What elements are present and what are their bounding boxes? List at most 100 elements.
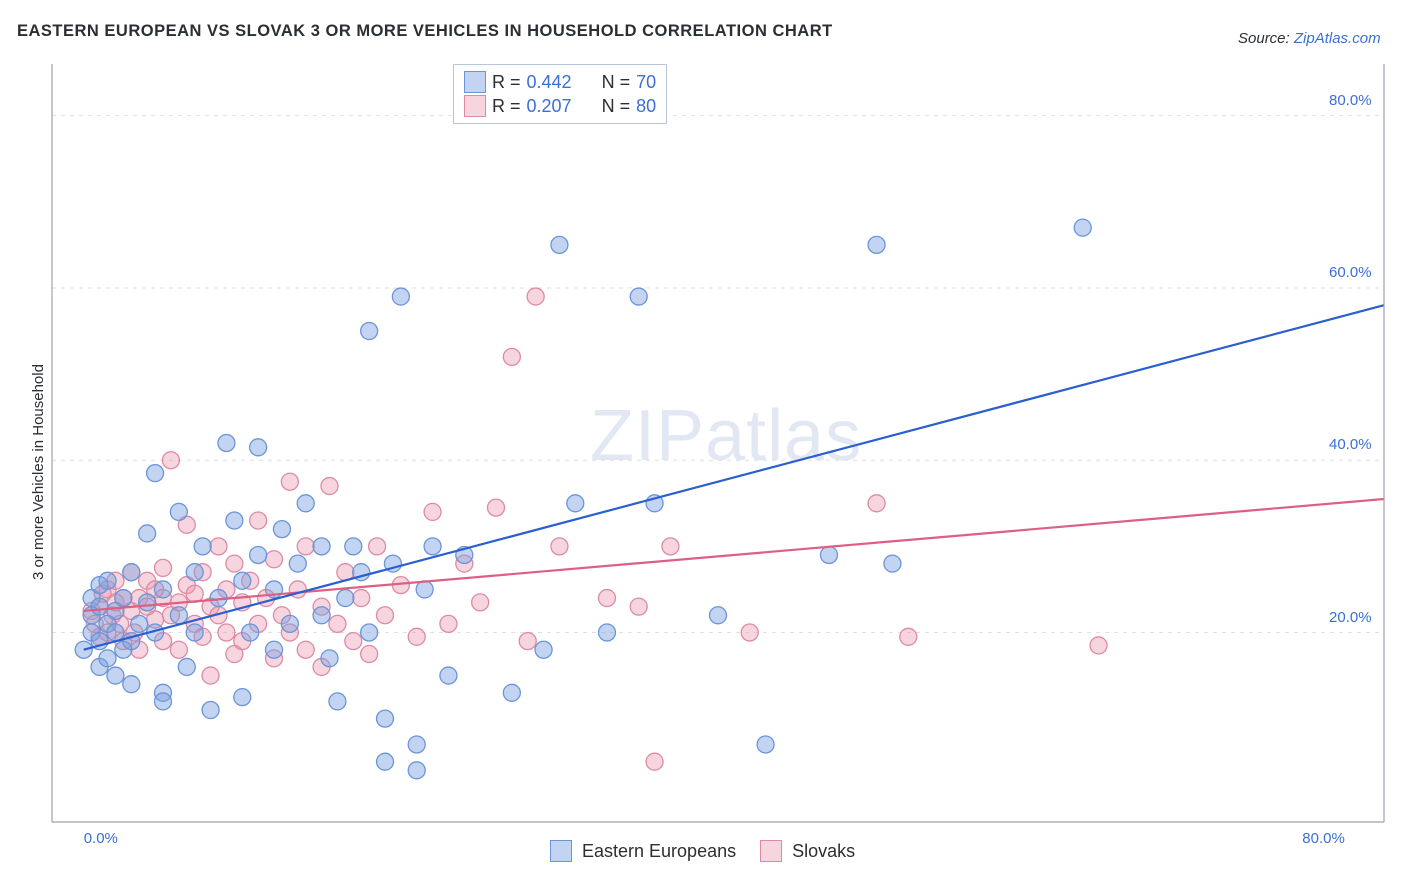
scatter-point xyxy=(488,499,505,516)
scatter-point xyxy=(900,628,917,645)
scatter-point xyxy=(408,736,425,753)
x-tick-label: 80.0% xyxy=(1302,830,1345,847)
legend-swatch-icon xyxy=(464,95,486,117)
source-link[interactable]: ZipAtlas.com xyxy=(1294,30,1381,47)
scatter-point xyxy=(226,512,243,529)
legend-stat-row: R = 0.207N = 80 xyxy=(464,95,656,117)
scatter-point xyxy=(202,667,219,684)
scatter-point xyxy=(155,581,172,598)
scatter-point xyxy=(139,594,156,611)
correlation-legend: R = 0.442 N = 70R = 0.207N = 80 xyxy=(453,64,667,124)
scatter-point xyxy=(630,288,647,305)
scatter-point xyxy=(599,590,616,607)
legend-swatch-icon xyxy=(760,840,782,862)
scatter-point xyxy=(369,538,386,555)
scatter-point xyxy=(242,624,259,641)
scatter-point xyxy=(377,753,394,770)
scatter-point xyxy=(408,762,425,779)
y-tick-label: 20.0% xyxy=(1329,609,1372,626)
scatter-point xyxy=(234,689,251,706)
legend-series-item[interactable]: Eastern Europeans xyxy=(550,840,736,862)
scatter-point xyxy=(662,538,679,555)
scatter-point xyxy=(202,702,219,719)
scatter-point xyxy=(345,538,362,555)
scatter-point xyxy=(472,594,489,611)
legend-swatch-icon xyxy=(550,840,572,862)
y-axis-label: 3 or more Vehicles in Household xyxy=(30,364,47,580)
scatter-point xyxy=(250,546,267,563)
scatter-plot xyxy=(46,58,1390,828)
scatter-point xyxy=(503,684,520,701)
scatter-point xyxy=(250,439,267,456)
scatter-point xyxy=(630,598,647,615)
legend-series-label: Eastern Europeans xyxy=(582,841,736,862)
legend-swatch-icon xyxy=(464,71,486,93)
scatter-point xyxy=(91,598,108,615)
scatter-point xyxy=(329,615,346,632)
scatter-point xyxy=(289,555,306,572)
scatter-point xyxy=(266,641,283,658)
scatter-point xyxy=(361,646,378,663)
scatter-point xyxy=(170,607,187,624)
legend-series-item[interactable]: Slovaks xyxy=(760,840,855,862)
legend-R-label: R = xyxy=(492,72,521,93)
scatter-point xyxy=(416,581,433,598)
scatter-point xyxy=(99,650,116,667)
legend-R-value: 0.207 xyxy=(527,96,572,117)
scatter-point xyxy=(281,473,298,490)
scatter-point xyxy=(392,288,409,305)
scatter-point xyxy=(551,538,568,555)
scatter-point xyxy=(535,641,552,658)
scatter-point xyxy=(519,633,536,650)
scatter-point xyxy=(361,624,378,641)
scatter-point xyxy=(139,525,156,542)
scatter-point xyxy=(107,667,124,684)
scatter-point xyxy=(313,607,330,624)
scatter-point xyxy=(170,641,187,658)
scatter-point xyxy=(297,538,314,555)
source-prefix: Source: xyxy=(1238,30,1294,47)
scatter-point xyxy=(281,615,298,632)
scatter-point xyxy=(440,667,457,684)
scatter-point xyxy=(297,641,314,658)
scatter-point xyxy=(226,555,243,572)
scatter-point xyxy=(99,572,116,589)
scatter-point xyxy=(250,512,267,529)
scatter-point xyxy=(218,624,235,641)
scatter-point xyxy=(186,564,203,581)
scatter-point xyxy=(155,693,172,710)
scatter-point xyxy=(757,736,774,753)
scatter-point xyxy=(329,693,346,710)
scatter-point xyxy=(567,495,584,512)
scatter-point xyxy=(337,590,354,607)
legend-R-value: 0.442 xyxy=(527,72,572,93)
scatter-point xyxy=(503,348,520,365)
scatter-point xyxy=(170,503,187,520)
scatter-point xyxy=(186,624,203,641)
scatter-point xyxy=(273,521,290,538)
legend-R-label: R = xyxy=(492,96,521,117)
scatter-point xyxy=(1074,219,1091,236)
scatter-point xyxy=(266,551,283,568)
scatter-point xyxy=(821,546,838,563)
scatter-point xyxy=(710,607,727,624)
chart-title: EASTERN EUROPEAN VS SLOVAK 3 OR MORE VEH… xyxy=(17,22,833,41)
legend-N-value: 70 xyxy=(636,72,656,93)
legend-N-label: N = xyxy=(602,72,631,93)
scatter-point xyxy=(599,624,616,641)
scatter-point xyxy=(107,624,124,641)
x-tick-label: 0.0% xyxy=(84,830,118,847)
scatter-point xyxy=(353,590,370,607)
scatter-point xyxy=(162,452,179,469)
legend-series-label: Slovaks xyxy=(792,841,855,862)
scatter-point xyxy=(868,495,885,512)
y-tick-label: 40.0% xyxy=(1329,436,1372,453)
scatter-point xyxy=(321,478,338,495)
scatter-point xyxy=(868,236,885,253)
scatter-point xyxy=(440,615,457,632)
scatter-point xyxy=(361,323,378,340)
scatter-point xyxy=(408,628,425,645)
y-tick-label: 80.0% xyxy=(1329,92,1372,109)
scatter-point xyxy=(424,538,441,555)
scatter-point xyxy=(131,615,148,632)
